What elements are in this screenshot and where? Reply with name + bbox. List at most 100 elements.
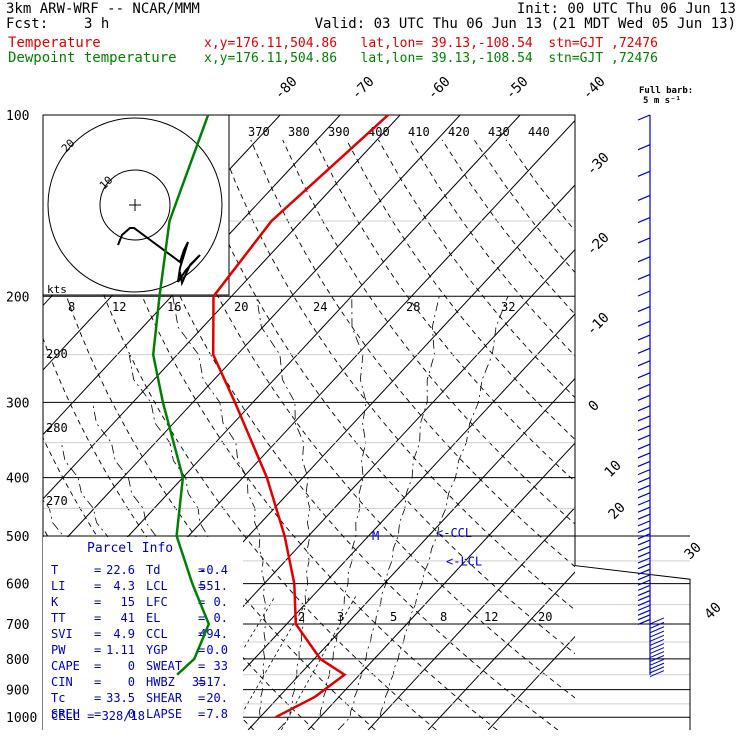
dry-adiabat [218,139,575,611]
parcel-field-value: -0.4 [199,563,228,577]
parcel-field-value: 0 [128,659,135,673]
pressure-tick-label: 900 [6,684,29,699]
parcel-field-value: 22.6 [106,563,135,577]
profile-annotation: <-CCL [436,526,472,540]
isotherm-line [43,115,341,436]
wind-barb [637,563,651,570]
parcel-equals: = [198,611,205,625]
isotherm-label: -80 [272,74,301,103]
moist-adiabat [307,296,367,730]
isotherm-line [367,506,575,730]
dry-adiabat [58,139,437,730]
parcel-field-value: 0. [214,595,228,609]
wind-scale-label: 20 [234,300,248,314]
wind-scale-label: 24 [313,300,327,314]
theta-label: 430 [488,125,510,139]
wind-barb [649,651,665,659]
wind-barb [637,452,651,459]
wind-scale-label: 28 [406,300,420,314]
forecast-hour: 3 h [84,16,110,32]
parcel-field-value: 3517. [192,675,228,689]
wind-barb [637,595,651,602]
hodograph-ring-10 [99,169,171,241]
isotherm-label: -50 [503,74,532,103]
parcel-field-value: 33 [214,659,228,673]
wind-barb [637,469,651,476]
isotherm-label: 30 [682,540,705,563]
isotherm-line [247,377,575,730]
mixing-ratio-label: 20 [538,610,552,624]
wind-barb [637,305,651,313]
dry-adiabat [282,139,575,525]
parcel-field-value: 33.5 [106,691,135,705]
wind-barb [637,144,651,151]
wind-barb [637,320,651,327]
wind-scale-label: 12 [112,300,126,314]
parcel-field-value: 41 [121,611,135,625]
parcel-equals: = [94,611,101,625]
isotherm-label: -60 [425,74,454,103]
legend-temperature: Temperature [8,35,101,51]
parcel-field-value: 1.11 [106,643,135,657]
pressure-tick-label: 600 [6,578,29,593]
wind-barb [637,405,651,412]
isotherm-label: -20 [584,230,613,259]
parcel-field-name: LI [51,579,65,593]
wind-barb [637,568,651,575]
wind-scale-label: 16 [167,300,181,314]
wind-barb [637,372,651,379]
theta-side-label: 280 [46,421,68,435]
mixing-ratio-label: 5 [390,610,397,624]
wind-barb [637,526,651,533]
parcel-field-name: Td [146,563,160,577]
dry-adiabat [314,139,575,483]
isotherm-line [427,571,575,730]
pressure-tick-label: 1000 [6,711,37,726]
parcel-equals: = [94,691,101,705]
dry-adiabat [378,139,575,399]
wind-barb [649,639,665,646]
parcel-equals: = [94,659,101,673]
wind-barb [637,114,651,121]
parcel-field-name: LCL [146,579,168,593]
parcel-cell: CELL = 328/18 [51,709,145,723]
dewpoint-location: x,y=176.11,504.86 lat,lon= 39.13,-108.54… [204,51,658,66]
theta-label: 420 [448,125,470,139]
parcel-field-name: LAPSE [146,707,182,721]
parcel-field-name: PW [51,643,66,657]
parcel-field-value: 0 [128,707,135,721]
isotherm-label: -30 [584,150,613,179]
mixing-ratio-label: 2 [298,610,305,624]
wind-legend-value: 5 m s⁻¹ [643,96,681,106]
isotherm-line [0,115,40,730]
wind-barb [649,666,665,674]
mixing-ratio-line [281,596,357,730]
hodograph-ring-20 [47,117,223,293]
isotherm-line [487,635,575,730]
pressure-tick-label: 400 [6,472,29,487]
wind-barb [637,194,651,201]
pressure-tick-label: 300 [6,396,29,411]
theta-side-label: 290 [46,347,68,361]
wind-barb [649,630,665,638]
wind-barb [637,557,651,564]
isotherm-line [43,115,401,500]
theta-label: 410 [408,125,430,139]
wind-barb [637,574,651,581]
wind-barb [637,589,651,597]
parcel-equals: = [198,563,205,577]
moist-adiabat [367,296,509,730]
wind-barb [649,655,665,662]
wind-barb [637,170,651,177]
parcel-field-name: EL [146,611,160,625]
wind-barb [637,533,651,540]
parcel-field-value: 0. [214,611,228,625]
theta-label: 370 [248,125,270,139]
parcel-field-name: HWBZ [146,675,175,689]
mixing-ratio-label: 8 [440,610,447,624]
parcel-equals: = [94,675,101,689]
wind-legend-title: Full barb: [639,86,693,96]
parcel-equals: = [94,579,101,593]
wind-barb [649,621,665,629]
wind-barb [649,643,665,651]
